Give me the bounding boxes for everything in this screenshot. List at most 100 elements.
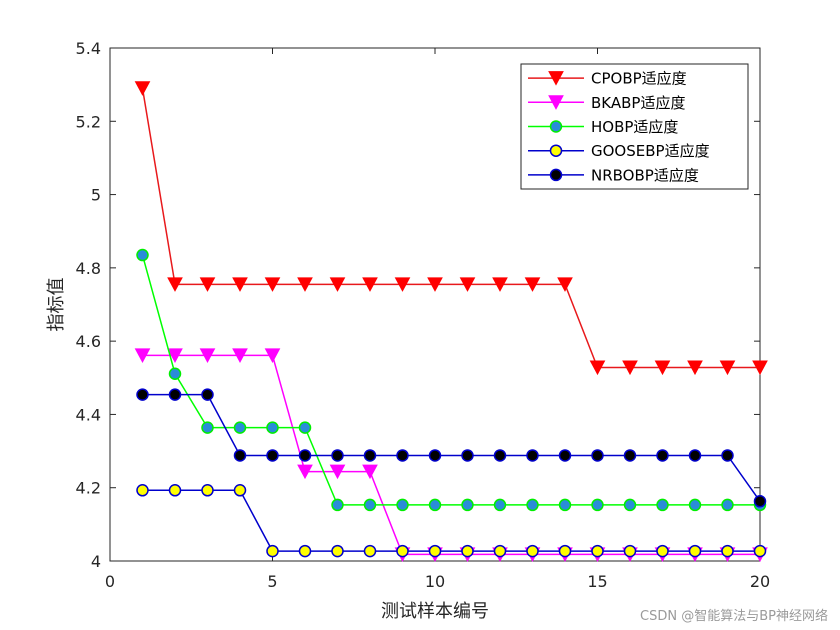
y-tick-label: 5.4 bbox=[76, 39, 101, 58]
data-point bbox=[591, 544, 604, 558]
data-point bbox=[134, 81, 151, 96]
legend: CPOBP适应度 BKABP适应度 HOBP适应度 GOOSEBP适应度 NRBOBP适… bbox=[520, 63, 749, 190]
legend-marker bbox=[549, 120, 563, 133]
legend-marker bbox=[548, 95, 564, 110]
legend-label: NRBOBP适应度 bbox=[591, 166, 699, 184]
data-point bbox=[493, 544, 507, 558]
x-tick-label: 20 bbox=[750, 572, 770, 591]
data-point bbox=[622, 360, 638, 376]
data-point bbox=[264, 277, 281, 292]
data-point bbox=[331, 449, 344, 462]
legend-marker bbox=[549, 168, 563, 182]
data-point bbox=[297, 464, 313, 480]
data-point bbox=[623, 544, 637, 558]
data-point bbox=[134, 348, 151, 363]
data-point bbox=[558, 544, 572, 558]
series-1 bbox=[134, 81, 768, 376]
data-point bbox=[428, 544, 442, 558]
series-line bbox=[141, 88, 760, 369]
data-point bbox=[363, 544, 377, 558]
data-point bbox=[298, 544, 312, 558]
data-point bbox=[232, 277, 248, 292]
data-point bbox=[167, 277, 183, 292]
data-point bbox=[524, 277, 541, 292]
data-point bbox=[264, 348, 281, 363]
data-point bbox=[233, 421, 247, 434]
data-point bbox=[656, 498, 669, 512]
data-point bbox=[591, 498, 604, 512]
data-point bbox=[362, 464, 378, 480]
data-point bbox=[719, 360, 736, 376]
data-point bbox=[427, 277, 443, 292]
legend-entry: NRBOBP适应度 bbox=[528, 166, 699, 184]
series-5 bbox=[136, 388, 767, 508]
data-point bbox=[167, 348, 183, 363]
data-point bbox=[428, 498, 442, 512]
data-point bbox=[721, 544, 734, 558]
series-line bbox=[142, 354, 760, 556]
x-tick-label: 0 bbox=[105, 572, 115, 591]
data-point bbox=[331, 544, 344, 558]
legend-entry: HOBP适应度 bbox=[528, 118, 678, 136]
data-point bbox=[201, 484, 214, 497]
data-point bbox=[329, 464, 346, 480]
legend-label: GOOSEBP适应度 bbox=[591, 142, 710, 160]
x-axis-label: 测试样本编号 bbox=[381, 601, 489, 622]
legend-label: CPOBP适应度 bbox=[591, 70, 687, 88]
data-point bbox=[298, 421, 312, 434]
data-point bbox=[136, 388, 149, 401]
data-point bbox=[394, 277, 411, 292]
data-point bbox=[493, 449, 507, 462]
x-tick-label: 15 bbox=[587, 572, 607, 591]
series-4 bbox=[136, 484, 767, 558]
data-point bbox=[363, 498, 377, 512]
legend-label: HOBP适应度 bbox=[591, 118, 678, 136]
data-point bbox=[558, 449, 572, 462]
data-point bbox=[362, 277, 378, 292]
data-point bbox=[688, 544, 702, 558]
data-point bbox=[688, 449, 702, 462]
y-tick-label: 5 bbox=[91, 186, 101, 205]
data-point bbox=[199, 348, 216, 363]
data-point bbox=[721, 449, 734, 462]
data-point bbox=[396, 498, 409, 512]
data-point bbox=[233, 449, 247, 462]
data-point bbox=[396, 449, 409, 462]
data-point bbox=[752, 360, 768, 376]
data-point bbox=[329, 277, 346, 292]
data-point bbox=[721, 498, 734, 512]
data-point bbox=[623, 449, 637, 462]
legend-label: BKABP适应度 bbox=[591, 94, 685, 112]
data-point bbox=[168, 484, 182, 497]
series-layer bbox=[134, 81, 768, 562]
data-point bbox=[232, 348, 248, 363]
y-tick-label: 4 bbox=[91, 552, 101, 571]
data-point bbox=[168, 367, 182, 381]
y-axis-label: 指标值 bbox=[46, 278, 67, 332]
data-point bbox=[459, 277, 476, 292]
legend-entry: GOOSEBP适应度 bbox=[528, 142, 710, 160]
data-point bbox=[233, 484, 247, 497]
data-point bbox=[168, 388, 182, 401]
data-point bbox=[199, 277, 216, 292]
axis-ticks: 0 5 10 15 20 4 4.2 4.4 4.6 4.8 5 5.2 5.4 bbox=[76, 39, 771, 591]
data-point bbox=[526, 449, 539, 462]
data-point bbox=[266, 544, 279, 558]
data-point bbox=[461, 449, 474, 462]
data-point bbox=[298, 449, 312, 462]
data-point bbox=[589, 360, 606, 376]
data-point bbox=[396, 544, 409, 558]
data-point bbox=[656, 449, 669, 462]
x-tick-label: 5 bbox=[267, 572, 277, 591]
data-point bbox=[688, 498, 702, 512]
data-point bbox=[493, 498, 507, 512]
data-point bbox=[591, 449, 604, 462]
data-point bbox=[266, 449, 279, 462]
data-point bbox=[558, 498, 572, 512]
data-point bbox=[201, 388, 214, 401]
legend-marker bbox=[548, 71, 564, 86]
data-point bbox=[526, 544, 539, 558]
legend-entry: CPOBP适应度 bbox=[528, 70, 687, 88]
data-point bbox=[136, 248, 149, 262]
